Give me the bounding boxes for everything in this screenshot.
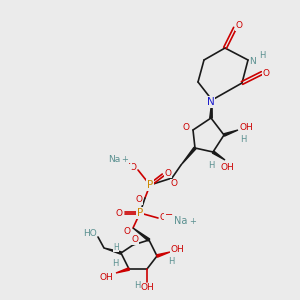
Polygon shape (210, 100, 212, 118)
Text: +: + (190, 217, 196, 226)
Text: P: P (147, 180, 153, 190)
Text: O: O (116, 208, 122, 217)
Polygon shape (157, 252, 170, 257)
Text: N: N (250, 56, 256, 65)
Text: O: O (124, 227, 130, 236)
Polygon shape (224, 130, 238, 136)
Text: Na: Na (174, 216, 188, 226)
Text: OH: OH (170, 244, 184, 253)
Polygon shape (133, 228, 150, 241)
Text: H: H (113, 242, 119, 251)
Text: H: H (112, 260, 118, 268)
Text: −: − (165, 210, 173, 220)
Text: N: N (207, 97, 215, 107)
Text: +: + (122, 154, 128, 164)
Text: O: O (170, 179, 178, 188)
Polygon shape (104, 248, 122, 254)
Polygon shape (181, 147, 196, 165)
Text: H: H (168, 256, 174, 266)
Text: O: O (160, 212, 167, 221)
Text: H: H (134, 281, 140, 290)
Text: H: H (259, 50, 265, 59)
Text: O: O (131, 236, 139, 244)
Text: Na: Na (108, 155, 120, 164)
Text: O: O (236, 22, 242, 31)
Text: P: P (137, 208, 143, 218)
Text: −: − (123, 159, 131, 169)
Text: OH: OH (140, 284, 154, 292)
Polygon shape (116, 268, 129, 273)
Polygon shape (212, 151, 225, 160)
Text: H: H (208, 161, 214, 170)
Text: OH: OH (99, 272, 113, 281)
Text: O: O (136, 196, 142, 205)
Text: O: O (130, 163, 136, 172)
Text: OH: OH (239, 122, 253, 131)
Text: OH: OH (220, 164, 234, 172)
Text: O: O (164, 169, 172, 178)
Text: O: O (262, 68, 269, 77)
Text: HO: HO (83, 230, 97, 238)
Text: H: H (240, 134, 246, 143)
Text: O: O (182, 124, 190, 133)
